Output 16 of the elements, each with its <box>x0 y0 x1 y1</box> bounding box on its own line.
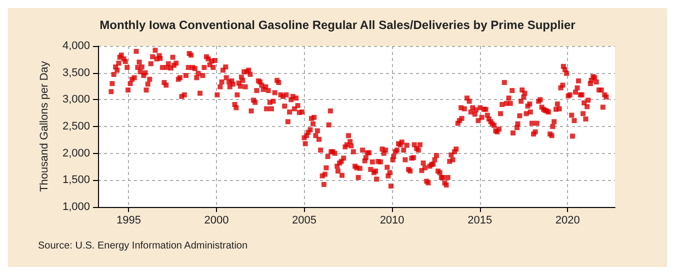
x-tick-label: 2010 <box>380 214 404 226</box>
x-tick-label: 2005 <box>292 214 317 226</box>
y-tick-label: 2,500 <box>62 120 90 132</box>
y-tick-label: 1,000 <box>62 201 90 213</box>
y-tick-label: 2,000 <box>62 147 90 160</box>
x-tick-label: 2000 <box>204 214 229 226</box>
y-tick-label: 3,000 <box>62 94 90 106</box>
y-axis-title: Thousand Gallons per Day <box>38 60 50 192</box>
y-tick-label: 1,500 <box>62 174 90 186</box>
source-note: Source: U.S. Energy Information Administration <box>38 240 248 252</box>
y-tick-label: 3,500 <box>62 66 90 79</box>
y-tick-label: 4,000 <box>62 40 90 52</box>
x-tick-label: 1995 <box>116 214 141 226</box>
x-tick-label: 2020 <box>555 214 580 226</box>
chart-title: Monthly Iowa Conventional Gasoline Regular All Sales/Deliveries by Prime Supplier <box>100 18 576 32</box>
x-tick-label: 2015 <box>468 214 492 226</box>
